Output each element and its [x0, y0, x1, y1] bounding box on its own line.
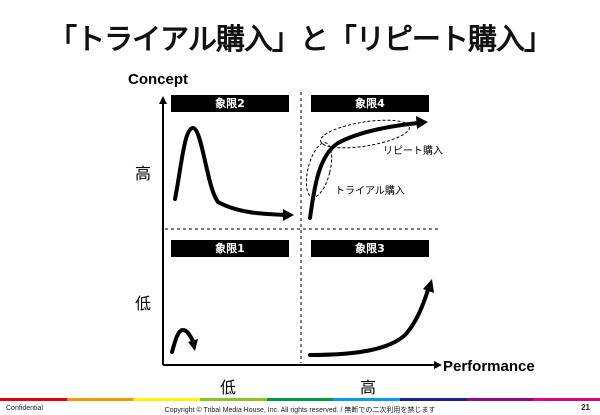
curve-q1-arrowhead	[188, 339, 198, 351]
stripe-segment	[266, 398, 334, 401]
curve-q4-arrowhead	[416, 116, 428, 129]
stripe-segment	[200, 398, 267, 401]
stripe-segment	[333, 398, 401, 401]
confidential-label: Confidential	[6, 405, 43, 412]
quadrant-2-label: 象限2	[171, 95, 289, 112]
page-number: 21	[581, 403, 590, 412]
trial-ellipse	[305, 142, 333, 198]
curve-q3	[308, 288, 430, 357]
x-level-high: 高	[360, 378, 377, 397]
repeat-ellipse	[320, 119, 410, 149]
curve-q2	[173, 125, 288, 217]
repeat-purchase-label: リピート購入	[383, 146, 443, 157]
footer: Confidential Copyright © Tribal Media Ho…	[0, 397, 600, 415]
x-axis-title: Performance	[443, 358, 535, 375]
page-title: 「トライアル購入」と「リピート購入」	[48, 22, 553, 56]
curve-q3-arrowhead	[423, 279, 434, 293]
trial-purchase-label: トライアル購入	[335, 186, 405, 197]
stripe-segment	[133, 398, 201, 401]
stripe-segment	[400, 398, 467, 401]
footer-color-stripe	[0, 398, 600, 401]
y-level-high: 高	[135, 164, 152, 183]
stripe-segment	[533, 398, 600, 401]
curve-q4	[308, 121, 420, 220]
y-level-low: 低	[135, 294, 152, 313]
quadrant-1-label: 象限1	[171, 240, 289, 257]
y-axis-title: Concept	[128, 71, 188, 88]
stripe-segment	[466, 398, 534, 401]
curve-q2-arrowhead	[283, 209, 294, 221]
quadrant-3-label: 象限3	[311, 240, 429, 257]
quadrant-4-label: 象限4	[311, 95, 429, 112]
stripe-segment	[0, 398, 67, 401]
x-level-low: 低	[220, 378, 237, 397]
curve-q1	[170, 327, 195, 354]
copyright-text: Copyright © Tribal Media House, Inc. All…	[164, 407, 436, 414]
stripe-segment	[66, 398, 134, 401]
